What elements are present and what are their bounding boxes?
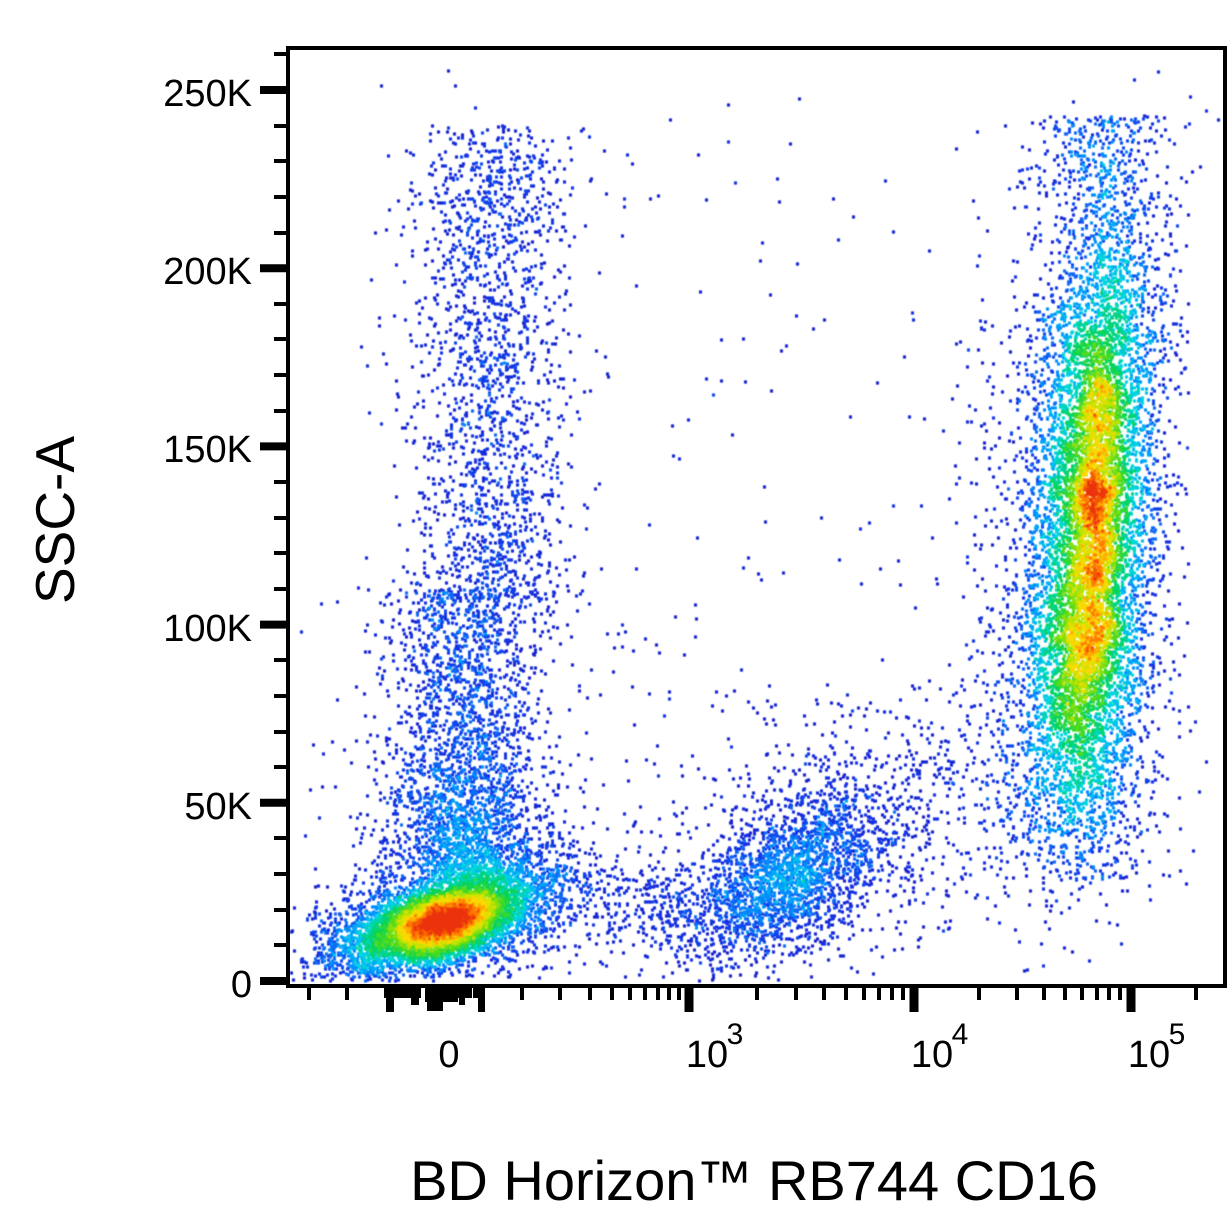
svg-text:0: 0 <box>231 964 252 1006</box>
svg-text:BD Horizon™ RB744 CD16: BD Horizon™ RB744 CD16 <box>410 1149 1098 1212</box>
svg-text:200K: 200K <box>163 251 252 293</box>
svg-text:50K: 50K <box>184 786 252 828</box>
svg-text:100K: 100K <box>163 608 252 650</box>
svg-text:0: 0 <box>438 1034 459 1076</box>
svg-text:4: 4 <box>952 1018 969 1051</box>
svg-text:SSC-A: SSC-A <box>24 436 86 604</box>
svg-text:150K: 150K <box>163 429 252 471</box>
svg-text:3: 3 <box>727 1018 744 1051</box>
svg-text:5: 5 <box>1169 1018 1186 1051</box>
svg-text:250K: 250K <box>163 73 252 115</box>
svg-text:10: 10 <box>686 1034 728 1076</box>
svg-text:10: 10 <box>1128 1034 1170 1076</box>
svg-text:10: 10 <box>911 1034 953 1076</box>
